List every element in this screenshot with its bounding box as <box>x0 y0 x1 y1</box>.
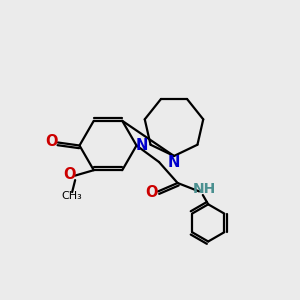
Text: O: O <box>145 185 158 200</box>
Text: CH₃: CH₃ <box>62 191 82 201</box>
Text: N: N <box>136 138 148 153</box>
Text: NH: NH <box>193 182 216 196</box>
Text: N: N <box>167 155 180 170</box>
Text: O: O <box>63 167 75 182</box>
Text: O: O <box>45 134 58 148</box>
